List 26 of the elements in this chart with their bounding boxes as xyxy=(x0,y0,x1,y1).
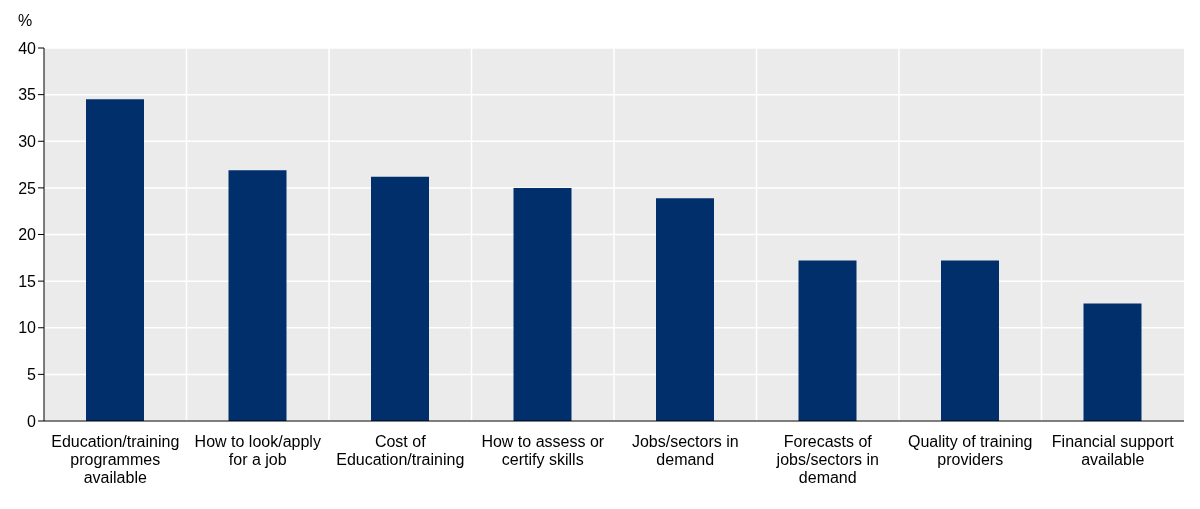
y-tick-label: 30 xyxy=(18,132,37,150)
x-tick-label: Education/training programmes available xyxy=(51,433,180,486)
bar xyxy=(1083,303,1142,421)
x-tick-label: Quality of training providers xyxy=(907,433,1033,468)
x-tick-label: How to look/apply for a job xyxy=(194,433,321,468)
y-tick-label: 35 xyxy=(18,86,37,104)
y-axis-title: % xyxy=(18,12,33,30)
bar xyxy=(86,99,144,421)
x-tick-label: Cost of Education/training xyxy=(336,433,465,468)
x-tick-label: Forecasts of jobs/sectors in demand xyxy=(775,433,879,486)
bar xyxy=(941,260,999,421)
bar xyxy=(228,170,287,421)
y-tick-label: 25 xyxy=(18,179,37,197)
y-tick-label: 10 xyxy=(18,319,37,337)
bar xyxy=(513,187,572,421)
x-tick-label: Financial support available xyxy=(1051,433,1175,468)
bar xyxy=(798,260,857,421)
y-tick-label: 5 xyxy=(27,366,37,384)
y-tick-label: 0 xyxy=(27,412,37,430)
x-tick-label: How to assess or certify skills xyxy=(481,433,605,468)
bar xyxy=(371,176,429,421)
y-tick-label: 20 xyxy=(18,226,37,244)
y-tick-label: 40 xyxy=(18,39,37,57)
x-tick-label: Jobs/sectors in demand xyxy=(631,433,739,468)
y-tick-label: 15 xyxy=(18,272,37,290)
bar xyxy=(656,198,714,421)
